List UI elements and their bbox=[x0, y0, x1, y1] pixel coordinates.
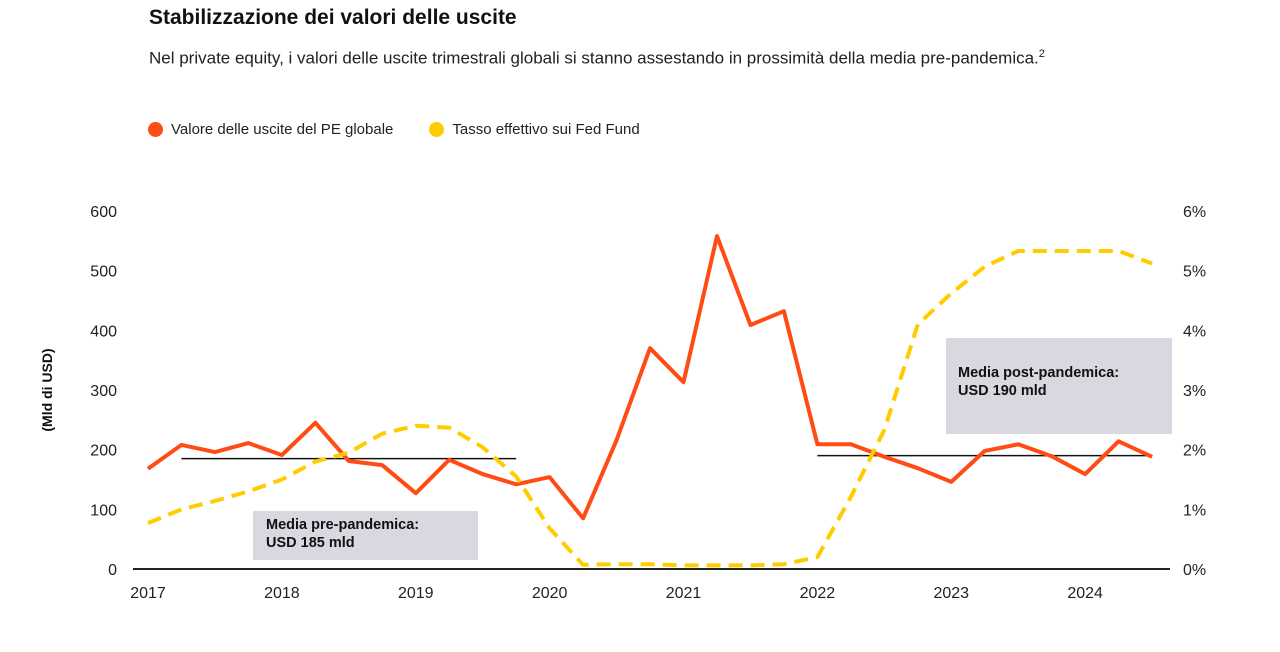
legend-label-exits: Valore delle uscite del PE globale bbox=[171, 121, 394, 138]
y2-tick-label: 5% bbox=[1183, 264, 1206, 281]
y-tick-label: 600 bbox=[90, 204, 117, 221]
legend-label-fed: Tasso effettivo sui Fed Fund bbox=[452, 121, 640, 138]
y2-tick-label: 6% bbox=[1183, 204, 1206, 221]
y-tick-label: 500 bbox=[90, 264, 117, 281]
legend-item-fed: Tasso effettivo sui Fed Fund bbox=[429, 121, 640, 138]
y2-tick-label: 0% bbox=[1183, 562, 1206, 579]
x-tick-label: 2024 bbox=[1067, 585, 1103, 602]
annotation-post-value: USD 190 mld bbox=[958, 383, 1047, 399]
y-tick-label: 400 bbox=[90, 323, 117, 340]
x-tick-label: 2021 bbox=[666, 585, 702, 602]
subtitle-text: Nel private equity, i valori delle uscit… bbox=[149, 48, 1039, 68]
y2-tick-label: 3% bbox=[1183, 383, 1206, 400]
legend: Valore delle uscite del PE globale Tasso… bbox=[148, 121, 640, 138]
legend-swatch-fed bbox=[429, 122, 445, 137]
x-tick-label: 2019 bbox=[398, 585, 434, 602]
annotation-post-pandemic: Media post-pandemica: USD 190 mld bbox=[946, 338, 1172, 434]
x-tick-label: 2022 bbox=[800, 585, 836, 602]
y-tick-label: 200 bbox=[90, 443, 117, 460]
y2-tick-label: 4% bbox=[1183, 323, 1206, 340]
annotation-pre-pandemic: Media pre-pandemica: USD 185 mld bbox=[253, 511, 478, 560]
legend-item-exits: Valore delle uscite del PE globale bbox=[148, 121, 393, 138]
x-tick-label: 2020 bbox=[532, 585, 568, 602]
footnote-marker: 2 bbox=[1038, 48, 1045, 60]
x-tick-label: 2018 bbox=[264, 585, 300, 602]
y-axis-label: (Mld di USD) bbox=[39, 348, 55, 431]
y2-tick-label: 2% bbox=[1183, 443, 1206, 460]
y-tick-label: 100 bbox=[90, 502, 117, 519]
chart-title: Stabilizzazione dei valori delle uscite bbox=[149, 6, 517, 29]
y-tick-label: 0 bbox=[108, 562, 117, 579]
y2-tick-label: 1% bbox=[1183, 502, 1206, 519]
chart-subtitle: Nel private equity, i valori delle uscit… bbox=[149, 42, 1209, 71]
x-tick-label: 2017 bbox=[130, 585, 166, 602]
x-tick-label: 2023 bbox=[933, 585, 969, 602]
annotation-post-label: Media post-pandemica: bbox=[958, 365, 1120, 381]
annotation-pre-value: USD 185 mld bbox=[266, 535, 355, 551]
y-tick-label: 300 bbox=[90, 383, 117, 400]
legend-swatch-exits bbox=[148, 122, 163, 137]
annotation-pre-label: Media pre-pandemica: bbox=[266, 517, 420, 533]
